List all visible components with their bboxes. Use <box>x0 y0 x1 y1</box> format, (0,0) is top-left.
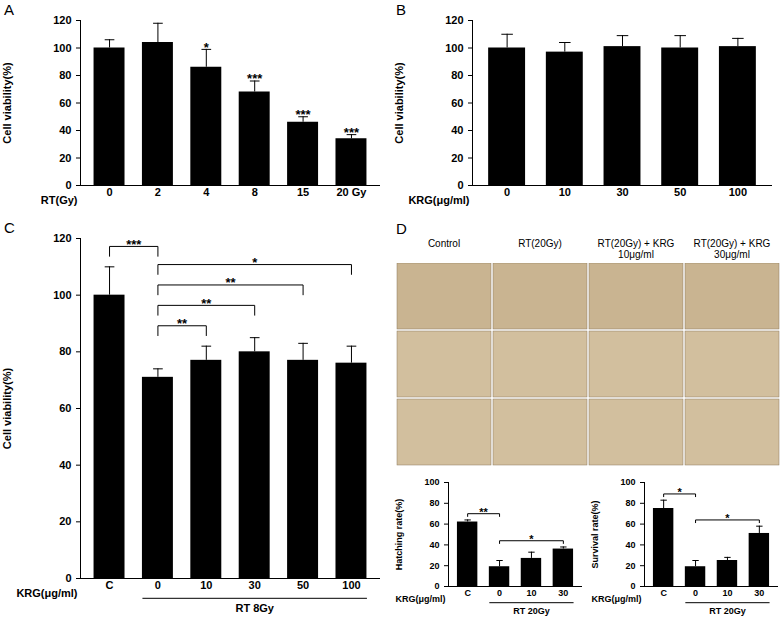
svg-text:Cell viability(%): Cell viability(%) <box>1 62 13 144</box>
svg-text:30: 30 <box>249 579 261 591</box>
svg-text:0: 0 <box>106 186 112 198</box>
svg-text:40: 40 <box>59 124 71 136</box>
svg-text:*: * <box>529 533 534 545</box>
svg-text:C: C <box>464 588 471 598</box>
svg-text:20: 20 <box>625 561 635 571</box>
svg-text:120: 120 <box>445 14 463 26</box>
svg-text:15: 15 <box>297 186 309 198</box>
svg-text:0: 0 <box>497 588 502 598</box>
svg-text:0: 0 <box>630 581 635 591</box>
svg-text:Cell viability(%): Cell viability(%) <box>393 62 405 144</box>
svg-text:RT 20Gy: RT 20Gy <box>513 606 550 616</box>
svg-text:20: 20 <box>59 515 71 527</box>
svg-text:0: 0 <box>693 588 698 598</box>
svg-text:40: 40 <box>625 540 635 550</box>
svg-text:4: 4 <box>203 186 210 198</box>
svg-text:20: 20 <box>59 152 71 164</box>
svg-text:KRG(μg/ml): KRG(μg/ml) <box>591 594 641 604</box>
svg-text:Survival rate(%): Survival rate(%) <box>590 500 600 568</box>
svg-text:KRG(μg/ml): KRG(μg/ml) <box>408 194 469 206</box>
html-text:RT(20Gy): RT(20Gy) <box>518 238 562 249</box>
svg-text:**: ** <box>225 275 236 290</box>
svg-text:60: 60 <box>59 402 71 414</box>
svg-text:100: 100 <box>729 186 747 198</box>
svg-text:100: 100 <box>445 42 463 54</box>
svg-text:10: 10 <box>559 186 571 198</box>
svg-text:10: 10 <box>722 588 732 598</box>
svg-text:100: 100 <box>424 477 439 487</box>
svg-text:20: 20 <box>429 561 439 571</box>
svg-text:80: 80 <box>59 345 71 357</box>
svg-text:50: 50 <box>674 186 686 198</box>
svg-text:Cell viability(%): Cell viability(%) <box>1 368 13 450</box>
svg-text:40: 40 <box>59 459 71 471</box>
svg-text:C: C <box>106 579 114 591</box>
svg-text:20: 20 <box>451 152 463 164</box>
svg-text:80: 80 <box>451 69 463 81</box>
svg-text:***: *** <box>126 237 142 252</box>
html-text:Control: Control <box>427 238 461 249</box>
svg-text:80: 80 <box>59 69 71 81</box>
svg-text:0: 0 <box>65 179 71 191</box>
svg-text:80: 80 <box>429 498 439 508</box>
svg-text:100: 100 <box>620 477 635 487</box>
svg-text:C: C <box>660 588 667 598</box>
svg-text:*: * <box>725 512 730 524</box>
html-text:RT(20Gy) + KRG 10μg/ml: RT(20Gy) + KRG 10μg/ml <box>597 238 675 260</box>
svg-text:100: 100 <box>342 579 360 591</box>
svg-text:40: 40 <box>429 540 439 550</box>
html-text:B: B <box>396 1 406 18</box>
svg-text:KRG(μg/ml): KRG(μg/ml) <box>16 587 77 599</box>
svg-text:100: 100 <box>53 289 71 301</box>
svg-text:*: * <box>677 486 682 498</box>
svg-text:**: ** <box>479 506 488 518</box>
html-text:A: A <box>4 1 14 18</box>
svg-text:80: 80 <box>625 498 635 508</box>
svg-text:20 Gy: 20 Gy <box>336 186 367 198</box>
html-text:D: D <box>396 220 407 237</box>
svg-text:*: * <box>252 255 258 270</box>
svg-text:**: ** <box>201 296 212 311</box>
svg-text:0: 0 <box>434 581 439 591</box>
svg-text:0: 0 <box>65 572 71 584</box>
svg-text:60: 60 <box>59 97 71 109</box>
svg-text:***: *** <box>295 107 311 122</box>
svg-text:RT(Gy): RT(Gy) <box>41 194 78 206</box>
svg-text:30: 30 <box>754 588 764 598</box>
svg-text:*: * <box>204 40 210 55</box>
svg-text:60: 60 <box>451 97 463 109</box>
svg-text:30: 30 <box>558 588 568 598</box>
svg-text:120: 120 <box>53 232 71 244</box>
svg-text:8: 8 <box>252 186 258 198</box>
svg-text:10: 10 <box>200 579 212 591</box>
svg-text:30: 30 <box>616 186 628 198</box>
svg-text:Hatching rate(%): Hatching rate(%) <box>394 499 404 571</box>
svg-text:**: ** <box>177 316 188 331</box>
svg-text:KRG(μg/ml): KRG(μg/ml) <box>395 594 445 604</box>
svg-text:100: 100 <box>53 42 71 54</box>
html-text:C: C <box>4 219 15 236</box>
svg-text:***: *** <box>247 71 263 86</box>
svg-text:40: 40 <box>451 124 463 136</box>
svg-text:50: 50 <box>297 579 309 591</box>
html-text:RT(20Gy) + KRG 30μg/ml: RT(20Gy) + KRG 30μg/ml <box>693 238 771 260</box>
svg-text:60: 60 <box>625 519 635 529</box>
svg-text:0: 0 <box>457 179 463 191</box>
svg-text:RT 8Gy: RT 8Gy <box>235 602 274 614</box>
svg-text:120: 120 <box>53 14 71 26</box>
svg-text:0: 0 <box>504 186 510 198</box>
svg-text:***: *** <box>344 125 360 140</box>
svg-text:10: 10 <box>526 588 536 598</box>
svg-text:0: 0 <box>155 579 161 591</box>
svg-text:60: 60 <box>429 519 439 529</box>
svg-text:RT 20Gy: RT 20Gy <box>709 606 746 616</box>
svg-text:2: 2 <box>155 186 161 198</box>
